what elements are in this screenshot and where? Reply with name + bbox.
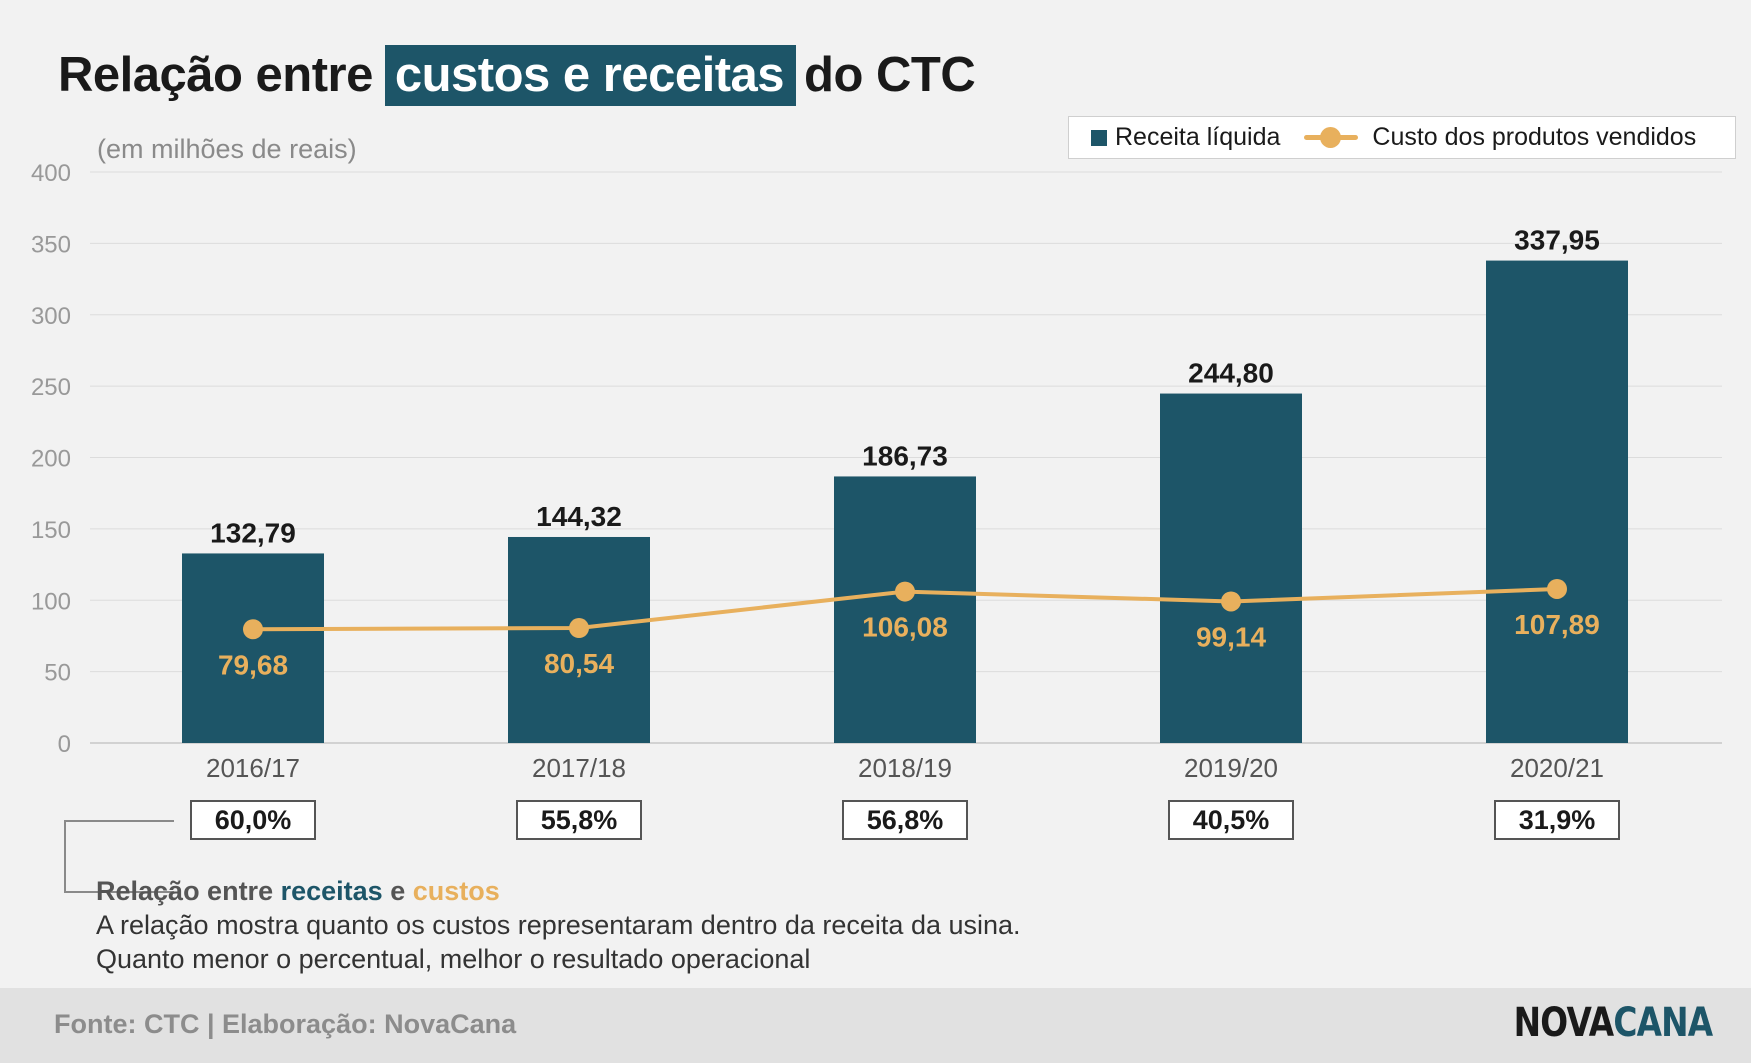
ratio-box: 31,9% [1494, 800, 1620, 840]
ratio-note: Relação entre receitas e custos A relaçã… [96, 874, 1021, 976]
y-tick-label: 0 [58, 731, 71, 758]
revenue-bar-label: 132,79 [210, 517, 296, 548]
revenue-bar-label: 186,73 [862, 440, 948, 471]
ratio-box: 60,0% [190, 800, 316, 840]
y-tick-label: 100 [31, 588, 71, 615]
ratio-note-line-2: Quanto menor o percentual, melhor o resu… [96, 944, 811, 974]
x-tick-label: 2017/18 [532, 753, 626, 783]
legend-line-label: Custo dos produtos vendidos [1372, 123, 1697, 151]
y-tick-label: 400 [31, 160, 71, 187]
revenue-bar-label: 144,32 [536, 501, 622, 532]
x-tick-label: 2019/20 [1184, 753, 1278, 783]
revenue-bar-label: 244,80 [1188, 358, 1274, 389]
ratio-box: 55,8% [516, 800, 642, 840]
logo-part-1: NOVA [1513, 1000, 1614, 1046]
note-heading-start: Relação entre [96, 876, 274, 906]
ratio-box: 40,5% [1168, 800, 1294, 840]
novacana-logo: NOVACANA [1513, 1000, 1713, 1046]
cost-point-label: 79,68 [218, 649, 288, 680]
ratio-box: 56,8% [842, 800, 968, 840]
cost-point-label: 106,08 [862, 612, 948, 643]
cost-point-label: 107,89 [1514, 609, 1600, 640]
revenue-bar [1486, 260, 1628, 743]
legend-bar-swatch [1091, 129, 1107, 146]
revenue-bar [508, 536, 650, 743]
logo-part-2: CANA [1612, 1000, 1713, 1046]
y-tick-label: 50 [44, 660, 71, 687]
cost-point-label: 99,14 [1196, 621, 1266, 652]
title-prefix: Relação entre [58, 48, 373, 102]
cost-point [569, 618, 589, 639]
revenue-bar [1160, 393, 1302, 743]
footer: Fonte: CTC | Elaboração: NovaCana NOVACA… [0, 988, 1751, 1063]
chart-legend: Receita líquida Custo dos produtos vendi… [1068, 116, 1736, 159]
y-tick-label: 250 [31, 374, 71, 401]
y-tick-label: 150 [31, 517, 71, 544]
ratio-note-heading: Relação entre receitas e custos [96, 874, 1021, 908]
ratio-note-line-1: A relação mostra quanto os custos repres… [96, 910, 1021, 940]
y-tick-label: 350 [31, 231, 71, 258]
x-tick-label: 2020/21 [1510, 753, 1604, 783]
x-tick-label: 2016/17 [206, 753, 300, 783]
unit-note: (em milhões de reais) [97, 134, 357, 164]
cost-point-label: 80,54 [544, 648, 614, 679]
note-heading-custos: custos [412, 876, 500, 906]
ratio-bracket [64, 820, 174, 893]
revenue-bar [182, 553, 324, 743]
y-tick-label: 300 [31, 303, 71, 330]
legend-line-swatch [1304, 127, 1359, 148]
y-tick-label: 200 [31, 446, 71, 473]
source-text: Fonte: CTC | Elaboração: NovaCana [54, 1009, 517, 1039]
cost-point [1547, 578, 1567, 599]
title-highlight: custos e receitas [384, 44, 797, 106]
cost-point [243, 619, 263, 640]
revenue-bar [834, 476, 976, 743]
legend-bar-label: Receita líquida [1115, 123, 1281, 151]
cost-point [1221, 591, 1241, 612]
chart-title: Relação entre custos e receitas do CTC [58, 42, 976, 108]
revenue-bar-label: 337,95 [1514, 225, 1600, 256]
title-suffix: do CTC [804, 48, 976, 102]
x-tick-label: 2018/19 [858, 753, 952, 783]
note-heading-and: e [390, 876, 406, 906]
note-heading-receitas: receitas [280, 876, 383, 906]
cost-point [895, 581, 915, 602]
